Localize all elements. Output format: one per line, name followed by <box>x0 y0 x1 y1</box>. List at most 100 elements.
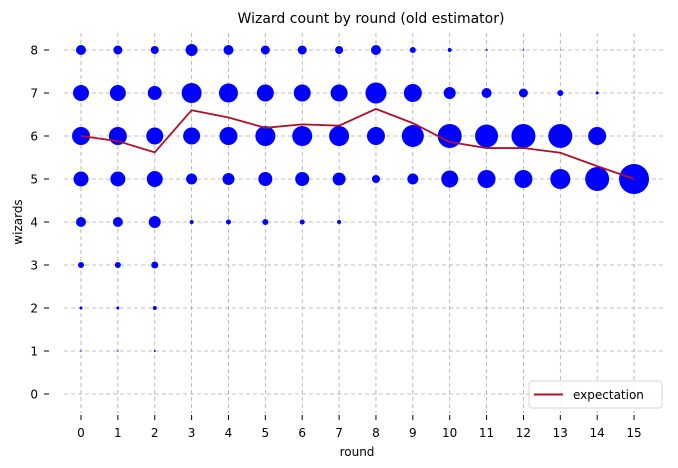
bubble-point <box>117 350 119 352</box>
bubble-point <box>146 127 164 145</box>
bubble-point <box>181 83 202 103</box>
x-tick-label: 3 <box>188 426 196 440</box>
expectation-line <box>80 107 635 180</box>
bubble-point <box>559 49 561 51</box>
bubble-point <box>189 220 194 224</box>
x-tick-label: 1 <box>114 426 122 440</box>
bubble-point <box>401 125 424 147</box>
x-tick-label: 11 <box>479 426 494 440</box>
bubble-point <box>337 220 342 224</box>
x-tick-label: 2 <box>151 426 159 440</box>
y-tick-label: 4 <box>30 216 38 230</box>
bubble-point <box>447 48 452 52</box>
x-tick-label: 9 <box>409 426 417 440</box>
bubble-point <box>219 127 238 145</box>
x-tick-label: 4 <box>225 426 233 440</box>
bubble-point <box>79 306 83 310</box>
y-tick-label: 5 <box>30 173 38 187</box>
bubble-point <box>330 84 348 102</box>
bubble-point <box>262 219 269 225</box>
bubble-point <box>76 45 86 55</box>
bubble-point <box>222 173 235 185</box>
bubble-point <box>147 86 162 100</box>
bubble-point <box>514 170 533 188</box>
bubble-point <box>255 126 276 146</box>
bubble-point <box>371 175 380 183</box>
x-tick-label: 0 <box>77 426 85 440</box>
x-tick-label: 15 <box>626 426 641 440</box>
y-tick-label: 2 <box>30 302 38 316</box>
bubble-point <box>116 306 120 310</box>
bubble-point <box>73 171 89 187</box>
y-tick-label: 6 <box>30 130 38 144</box>
bubble-point <box>295 172 310 186</box>
bubble-point <box>329 126 350 146</box>
y-axis: 0 1 2 3 4 5 6 7 8 <box>30 44 49 402</box>
bubble-point <box>80 350 82 352</box>
x-tick-label: 12 <box>516 426 531 440</box>
bubble-point <box>511 124 536 148</box>
y-tick-label: 0 <box>30 388 38 402</box>
bubble-point <box>150 46 159 54</box>
x-tick-label: 7 <box>335 426 343 440</box>
x-tick-label: 6 <box>298 426 306 440</box>
bubble-point <box>260 45 270 55</box>
legend-expectation-label: expectation <box>573 388 644 402</box>
bubble-point <box>409 47 416 53</box>
bubble-point <box>292 126 313 146</box>
bubble-point <box>293 84 311 102</box>
bubble-point <box>183 127 201 145</box>
y-tick-label: 3 <box>30 259 38 273</box>
bubble-point <box>585 167 610 191</box>
x-axis-label: round <box>340 445 375 459</box>
bubble-point <box>370 45 381 55</box>
legend-box <box>528 380 663 409</box>
legend: expectation <box>528 380 663 409</box>
bubble-point <box>186 173 198 185</box>
bubble-point <box>332 172 346 186</box>
bubble-point <box>109 85 126 101</box>
x-tick-label: 5 <box>262 426 270 440</box>
bubble-point <box>481 88 492 98</box>
bubble-point <box>297 45 307 55</box>
bubble-point <box>366 127 385 145</box>
bubble-point <box>256 84 274 102</box>
bubbles <box>72 44 650 352</box>
bubble-point <box>225 219 231 225</box>
bubble-point <box>76 217 86 227</box>
bubble-point <box>588 127 607 145</box>
bubble-point <box>218 83 238 103</box>
bubble-point <box>485 49 488 51</box>
x-tick-label: 13 <box>553 426 568 440</box>
bubble-point <box>437 124 462 148</box>
bubble-point <box>443 87 456 99</box>
bubble-point <box>258 172 273 186</box>
bubble-point <box>522 49 525 51</box>
bubble-point <box>477 170 496 188</box>
bubble-point <box>550 169 571 189</box>
bubble-point <box>223 45 234 55</box>
bubble-point <box>595 91 599 95</box>
y-tick-label: 8 <box>30 44 38 58</box>
bubble-point <box>113 45 123 55</box>
bubble-point <box>152 306 157 310</box>
bubble-point <box>153 350 156 352</box>
bubble-point <box>518 88 528 98</box>
bubble-point <box>441 170 459 188</box>
x-tick-label: 8 <box>372 426 380 440</box>
bubble-point <box>185 44 198 56</box>
chart-title: Wizard count by round (old estimator) <box>238 11 505 27</box>
y-tick-label: 1 <box>30 345 38 359</box>
bubble-point <box>112 217 123 227</box>
bubble-point <box>299 219 305 225</box>
y-axis-label: wizards <box>11 199 25 244</box>
bubble-point <box>151 261 159 269</box>
bubble-point <box>110 171 126 187</box>
x-tick-label: 14 <box>590 426 605 440</box>
x-axis: 0 1 2 3 4 5 6 7 8 9 10 11 12 13 14 15 <box>77 415 642 440</box>
bubble-point <box>73 85 89 101</box>
x-tick-label: 10 <box>442 426 457 440</box>
bubble-point <box>148 216 161 228</box>
bubble-point <box>114 262 121 268</box>
